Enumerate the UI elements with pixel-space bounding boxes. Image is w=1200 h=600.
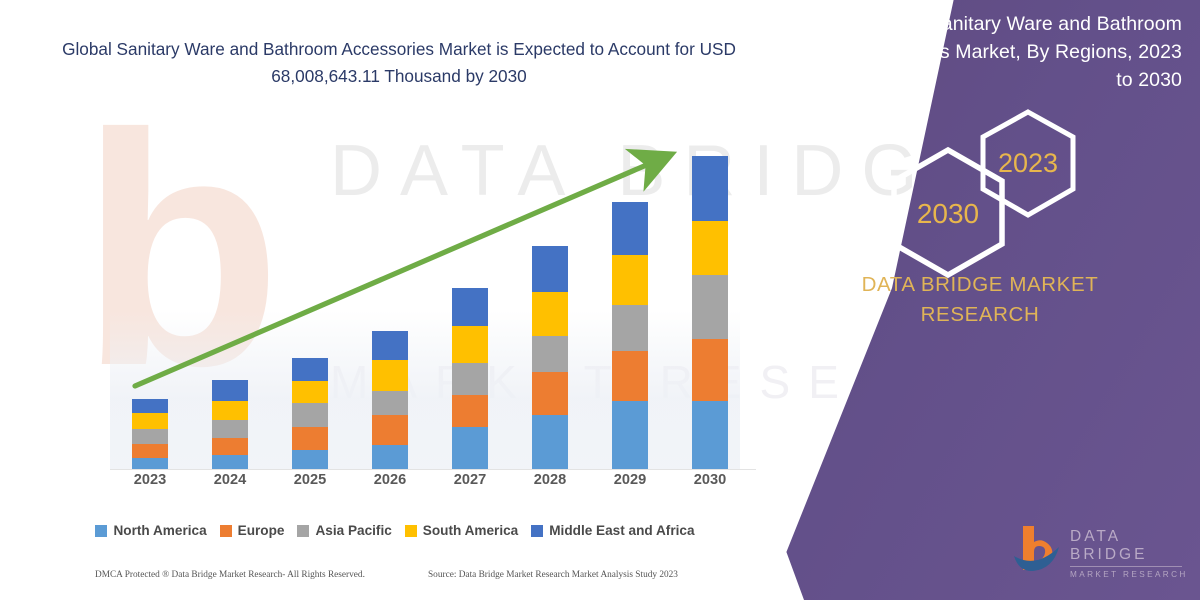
dbmr-logo-divider xyxy=(1070,566,1182,567)
bar-segment xyxy=(212,438,248,455)
bar-segment xyxy=(212,401,248,420)
bar-segment xyxy=(612,401,648,469)
chart-plot-area xyxy=(110,140,756,470)
hexagon-2030-icon: 2030 xyxy=(891,146,1005,279)
bar-column-2028[interactable] xyxy=(532,246,568,469)
bar-segment xyxy=(692,275,728,339)
bar-segment xyxy=(532,336,568,372)
footer-source: Source: Data Bridge Market Research Mark… xyxy=(428,570,678,580)
bar-segment xyxy=(452,326,488,363)
bar-segment xyxy=(692,156,728,221)
bar-column-2027[interactable] xyxy=(452,288,488,469)
bar-segment xyxy=(132,444,168,458)
footer-copyright: DMCA Protected ® Data Bridge Market Rese… xyxy=(95,570,365,580)
x-axis-labels: 2023 2024 2025 2026 2027 2028 2029 2030 xyxy=(110,472,750,498)
x-axis-tick-2028: 2028 xyxy=(533,472,567,488)
legend-item[interactable]: Middle East and Africa xyxy=(531,523,695,538)
bar-segment xyxy=(612,202,648,255)
hexagon-2023-icon: 2023 xyxy=(980,109,1076,218)
dbmr-logo-line-1: DATA BRIDGE xyxy=(1070,528,1148,563)
bar-segment xyxy=(692,221,728,275)
legend-swatch-icon xyxy=(297,524,310,537)
bar-segment xyxy=(612,351,648,401)
legend-swatch-icon xyxy=(95,524,108,537)
x-axis-tick-2026: 2026 xyxy=(373,472,407,488)
bar-segment xyxy=(452,363,488,395)
bar-segment xyxy=(292,450,328,469)
bar-segment xyxy=(372,391,408,415)
footer: DMCA Protected ® Data Bridge Market Rese… xyxy=(0,565,790,589)
legend-item[interactable]: South America xyxy=(404,523,519,538)
legend-label: North America xyxy=(113,523,207,538)
bar-segment xyxy=(532,246,568,292)
bar-segment xyxy=(452,395,488,427)
bar-segment xyxy=(532,372,568,415)
legend-swatch-icon xyxy=(404,524,417,537)
x-axis-tick-2030: 2030 xyxy=(693,472,727,488)
legend-label: Middle East and Africa xyxy=(549,523,695,538)
bar-column-2030[interactable] xyxy=(692,156,728,469)
trend-arrow-icon xyxy=(132,148,678,389)
bar-segment xyxy=(212,455,248,469)
bar-segment xyxy=(292,358,328,381)
page-title: Global Sanitary Ware and Bathroom Access… xyxy=(62,39,736,86)
x-axis-tick-2024: 2024 xyxy=(213,472,247,488)
bar-segment xyxy=(372,445,408,469)
bar-segment xyxy=(452,288,488,326)
legend-label: Europe xyxy=(237,523,285,538)
x-axis-tick-2025: 2025 xyxy=(293,472,327,488)
bar-segment xyxy=(212,380,248,401)
bar-segment xyxy=(612,305,648,351)
bar-segment xyxy=(532,292,568,336)
bar-column-2025[interactable] xyxy=(292,358,328,469)
bar-segment xyxy=(452,427,488,469)
bar-column-2029[interactable] xyxy=(612,202,648,469)
legend-item[interactable]: North America xyxy=(95,523,207,538)
brand-name: DATA BRIDGE MARKET RESEARCH xyxy=(760,270,1200,330)
hexagon-2030-label: 2030 xyxy=(917,198,979,229)
bar-segment xyxy=(292,381,328,403)
legend-item[interactable]: Europe xyxy=(219,523,285,538)
bar-column-2026[interactable] xyxy=(372,331,408,469)
bar-segment xyxy=(372,331,408,360)
dbmr-logo-mark-icon xyxy=(1014,526,1059,572)
bar-segment xyxy=(132,413,168,429)
legend-item[interactable]: Asia Pacific xyxy=(297,523,392,538)
bar-segment xyxy=(372,360,408,391)
bar-segment xyxy=(532,415,568,469)
brand-line-1: DATA BRIDGE MARKET xyxy=(861,273,1099,296)
legend-label: South America xyxy=(422,523,519,538)
bar-segment xyxy=(292,427,328,450)
dbmr-logo-line-2: MARKET RESEARCH xyxy=(1070,570,1188,579)
bar-column-2023[interactable] xyxy=(132,399,168,469)
bar-segment xyxy=(692,339,728,401)
x-axis-line xyxy=(110,469,756,470)
chart-legend: North America Europe Asia Pacific South Ame… xyxy=(0,523,790,538)
hexagon-badges: 2023 2030 xyxy=(880,105,1180,279)
bar-column-2024[interactable] xyxy=(212,380,248,469)
panel-title: Global Sanitary Ware and Bathroom Access… xyxy=(843,13,1182,91)
dbmr-logo: DATA BRIDGE MARKET RESEARCH xyxy=(1010,520,1190,579)
x-axis-tick-2023: 2023 xyxy=(133,472,167,488)
x-axis-tick-2027: 2027 xyxy=(453,472,487,488)
bar-segment xyxy=(612,255,648,305)
legend-swatch-icon xyxy=(531,524,544,537)
bar-segment xyxy=(692,401,728,469)
stacked-bar-group xyxy=(110,140,750,470)
hexagon-2023-label: 2023 xyxy=(998,148,1058,178)
x-axis-tick-2029: 2029 xyxy=(613,472,647,488)
brand-panel: Global Sanitary Ware and Bathroom Access… xyxy=(760,0,1200,600)
bar-segment xyxy=(132,458,168,469)
dbmr-logo-text: DATA BRIDGE MARKET RESEARCH xyxy=(1070,528,1190,579)
brand-line-2: RESEARCH xyxy=(920,303,1040,326)
bar-segment xyxy=(372,415,408,445)
bar-segment xyxy=(292,403,328,427)
legend-swatch-icon xyxy=(219,524,232,537)
legend-label: Asia Pacific xyxy=(315,523,392,538)
bar-segment xyxy=(212,420,248,438)
bar-segment xyxy=(132,429,168,444)
bar-segment xyxy=(132,399,168,413)
